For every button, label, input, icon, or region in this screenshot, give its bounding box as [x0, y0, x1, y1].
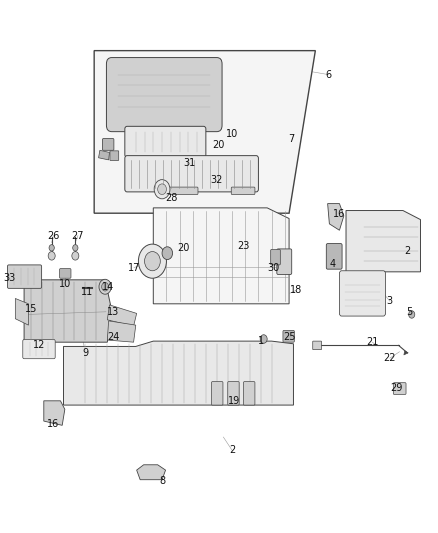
FancyBboxPatch shape: [23, 340, 55, 359]
Text: 27: 27: [72, 231, 84, 240]
Text: 30: 30: [268, 263, 280, 272]
Text: 32: 32: [211, 175, 223, 185]
FancyBboxPatch shape: [125, 156, 258, 192]
Text: 20: 20: [212, 140, 224, 150]
Circle shape: [48, 252, 55, 260]
Circle shape: [138, 244, 166, 278]
Circle shape: [145, 252, 160, 271]
Text: 5: 5: [406, 307, 413, 317]
Polygon shape: [328, 204, 344, 230]
Text: 15: 15: [25, 304, 38, 314]
Text: 9: 9: [82, 348, 88, 358]
Polygon shape: [137, 465, 166, 480]
Circle shape: [154, 180, 170, 199]
Polygon shape: [15, 298, 28, 325]
FancyBboxPatch shape: [277, 249, 292, 274]
FancyBboxPatch shape: [7, 265, 42, 288]
Text: 8: 8: [159, 476, 165, 486]
Text: 10: 10: [226, 130, 238, 139]
Text: 20: 20: [177, 243, 189, 253]
Circle shape: [72, 252, 79, 260]
FancyBboxPatch shape: [244, 382, 255, 405]
Text: 16: 16: [333, 209, 346, 219]
Text: 2: 2: [229, 446, 235, 455]
Text: 3: 3: [387, 296, 393, 306]
Text: 22: 22: [384, 353, 396, 363]
Circle shape: [260, 335, 267, 343]
Text: 4: 4: [330, 259, 336, 269]
Text: 29: 29: [390, 383, 403, 393]
Polygon shape: [99, 150, 110, 160]
Polygon shape: [404, 351, 408, 355]
Text: 7: 7: [288, 134, 294, 143]
Text: 16: 16: [47, 419, 60, 429]
Text: 31: 31: [183, 158, 195, 167]
Text: 33: 33: [4, 273, 16, 283]
Text: 12: 12: [33, 341, 46, 350]
Text: 2: 2: [404, 246, 410, 255]
FancyBboxPatch shape: [125, 126, 206, 157]
Polygon shape: [64, 341, 293, 405]
Text: 13: 13: [107, 307, 119, 317]
FancyBboxPatch shape: [110, 151, 119, 160]
Circle shape: [73, 245, 78, 251]
FancyBboxPatch shape: [102, 139, 114, 150]
Polygon shape: [107, 305, 137, 326]
FancyBboxPatch shape: [161, 187, 198, 195]
FancyBboxPatch shape: [106, 58, 222, 132]
Text: 18: 18: [290, 286, 302, 295]
Text: 21: 21: [366, 337, 378, 347]
Text: 28: 28: [166, 193, 178, 203]
FancyBboxPatch shape: [231, 187, 255, 195]
Circle shape: [49, 245, 54, 251]
Text: 1: 1: [258, 336, 264, 346]
Polygon shape: [346, 211, 420, 272]
Polygon shape: [107, 321, 136, 342]
FancyBboxPatch shape: [228, 382, 239, 405]
FancyBboxPatch shape: [283, 330, 294, 342]
FancyBboxPatch shape: [393, 383, 406, 394]
FancyBboxPatch shape: [212, 382, 223, 405]
Text: 17: 17: [128, 263, 140, 272]
Text: 24: 24: [107, 332, 119, 342]
Text: 26: 26: [47, 231, 60, 240]
Text: 25: 25: [283, 332, 295, 342]
FancyBboxPatch shape: [339, 271, 385, 316]
FancyBboxPatch shape: [60, 269, 71, 278]
FancyBboxPatch shape: [271, 249, 280, 265]
Text: 11: 11: [81, 287, 93, 297]
FancyBboxPatch shape: [326, 244, 342, 269]
Polygon shape: [94, 51, 315, 213]
Text: 14: 14: [102, 282, 114, 292]
Polygon shape: [24, 280, 112, 342]
Circle shape: [102, 282, 109, 291]
Circle shape: [99, 279, 111, 294]
Text: 19: 19: [228, 396, 240, 406]
Text: 6: 6: [325, 70, 332, 79]
FancyBboxPatch shape: [313, 341, 321, 350]
Circle shape: [409, 311, 415, 318]
Polygon shape: [153, 208, 289, 304]
Text: 10: 10: [59, 279, 71, 288]
Polygon shape: [44, 401, 65, 425]
Circle shape: [158, 184, 166, 195]
Text: 23: 23: [237, 241, 249, 251]
Circle shape: [162, 247, 173, 260]
